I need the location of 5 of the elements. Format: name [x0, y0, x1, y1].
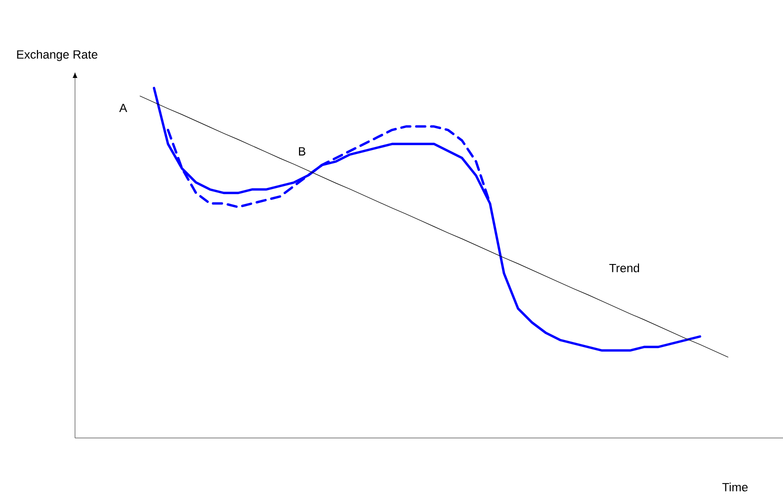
y-axis-title: Exchange Rate — [17, 50, 98, 62]
x-axis-title: Time — [722, 482, 748, 492]
annotation: B — [298, 147, 306, 156]
text: A — [119, 104, 128, 112]
text: Trend — [609, 264, 640, 272]
